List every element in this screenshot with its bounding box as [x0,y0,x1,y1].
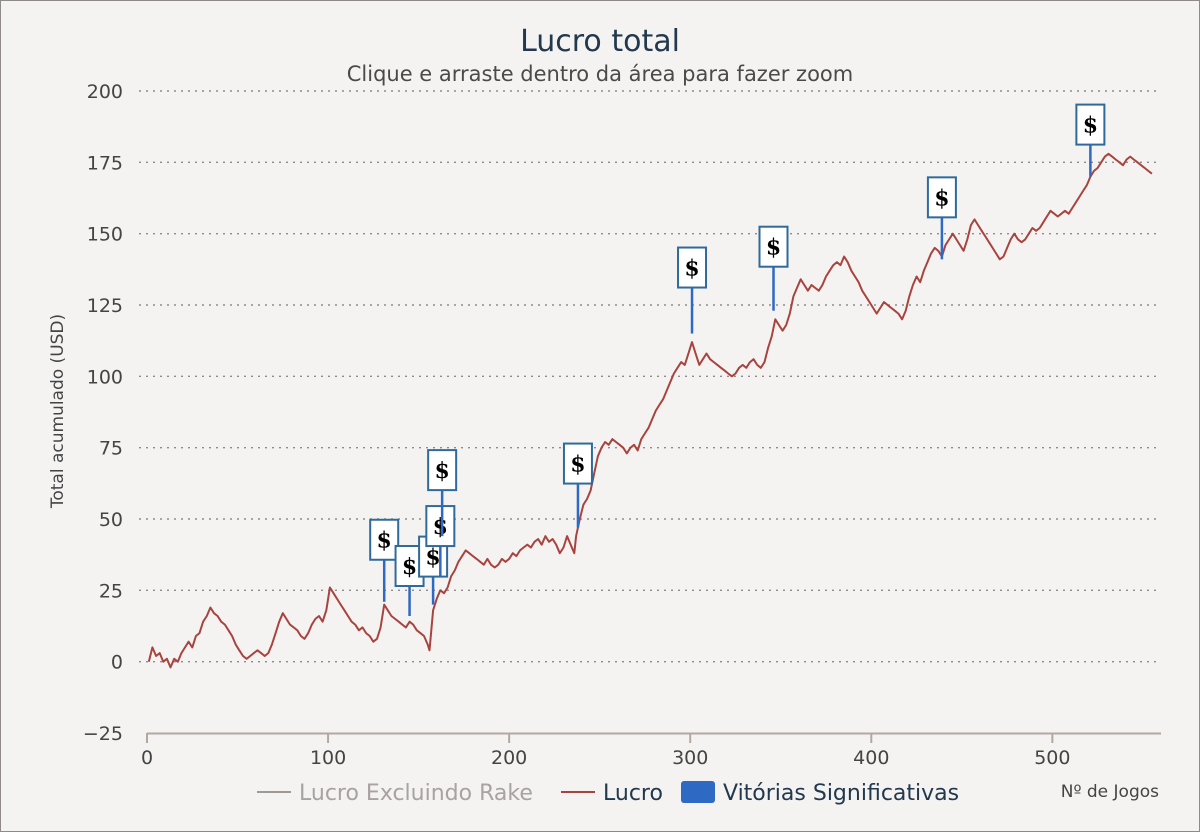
y-tick-label: 125 [87,295,123,317]
flag-marker[interactable]: $ [427,449,458,537]
legend[interactable]: Lucro Excluindo Rake Lucro Vitórias Signif… [257,781,959,806]
legend-item-1[interactable]: Lucro [561,781,663,806]
flag-box[interactable] [425,505,456,548]
flag-label: $ [377,528,392,554]
flag-box[interactable] [926,176,957,219]
chart-subtitle: Clique e arraste dentro da área para faz… [347,62,854,86]
legend-label: Lucro [603,781,663,806]
flag-box[interactable] [758,225,789,268]
y-tick-label: 175 [87,152,123,174]
significant-wins-flags: $ $ $ $ $ $ $ $ $ $ [369,103,1106,617]
flag-label: $ [425,545,440,571]
flag-label: $ [766,235,781,261]
y-tick-label: −25 [83,723,123,745]
y-tick-label: 0 [111,652,123,674]
grid [139,90,1161,663]
series-line-0[interactable] [147,152,1153,669]
y-tick-label: 75 [99,438,123,460]
flag-marker[interactable]: $ [394,545,425,617]
x-tick-label: 400 [853,747,889,769]
flag-label: $ [570,452,585,478]
flag-label: $ [402,554,417,580]
x-tick-label: 0 [141,747,153,769]
flag-marker[interactable]: $ [758,225,789,311]
flag-marker[interactable]: $ [926,176,957,260]
legend-label: Vitórias Significativas [723,781,959,806]
y-tick-label: 100 [87,366,123,388]
chart-title: Lucro total [520,24,680,59]
y-axis-label: Total acumulado (USD) [48,314,68,509]
legend-item-2[interactable]: Vitórias Significativas [681,781,959,806]
legend-item-0[interactable]: Lucro Excluindo Rake [257,781,533,806]
flag-marker[interactable]: $ [677,246,708,334]
series-lines [147,152,1153,669]
y-tick-label: 50 [99,509,123,531]
flag-marker[interactable]: $ [425,505,456,577]
y-tick-label: 200 [87,81,123,103]
legend-label: Lucro Excluindo Rake [299,781,533,806]
legend-swatch [681,781,715,803]
flag-box[interactable] [1075,103,1106,146]
y-tick-label: 150 [87,224,123,246]
flag-label: $ [433,514,448,540]
x-axis-label: Nº de Jogos [1061,782,1159,802]
flag-marker[interactable]: $ [369,518,400,602]
flag-box[interactable] [562,442,593,485]
flag-label: $ [434,458,449,484]
flag-label: $ [1083,113,1098,139]
flag-label: $ [934,185,949,211]
flag-box[interactable] [427,449,458,492]
x-tick-label: 300 [672,747,708,769]
flag-marker[interactable]: $ [1075,103,1106,177]
x-tick-label: 200 [491,747,527,769]
flag-label: $ [684,256,699,282]
axes: 200 175 150 125 100 75 50 25 0 −25 0 100 200 300 400 50… [83,81,1161,769]
flag-box[interactable] [369,518,400,561]
y-tick-label: 25 [99,580,123,602]
x-tick-label: 100 [310,747,346,769]
x-tick-label: 500 [1034,747,1070,769]
flag-marker[interactable]: $ [562,442,593,528]
flag-box[interactable] [677,246,708,289]
